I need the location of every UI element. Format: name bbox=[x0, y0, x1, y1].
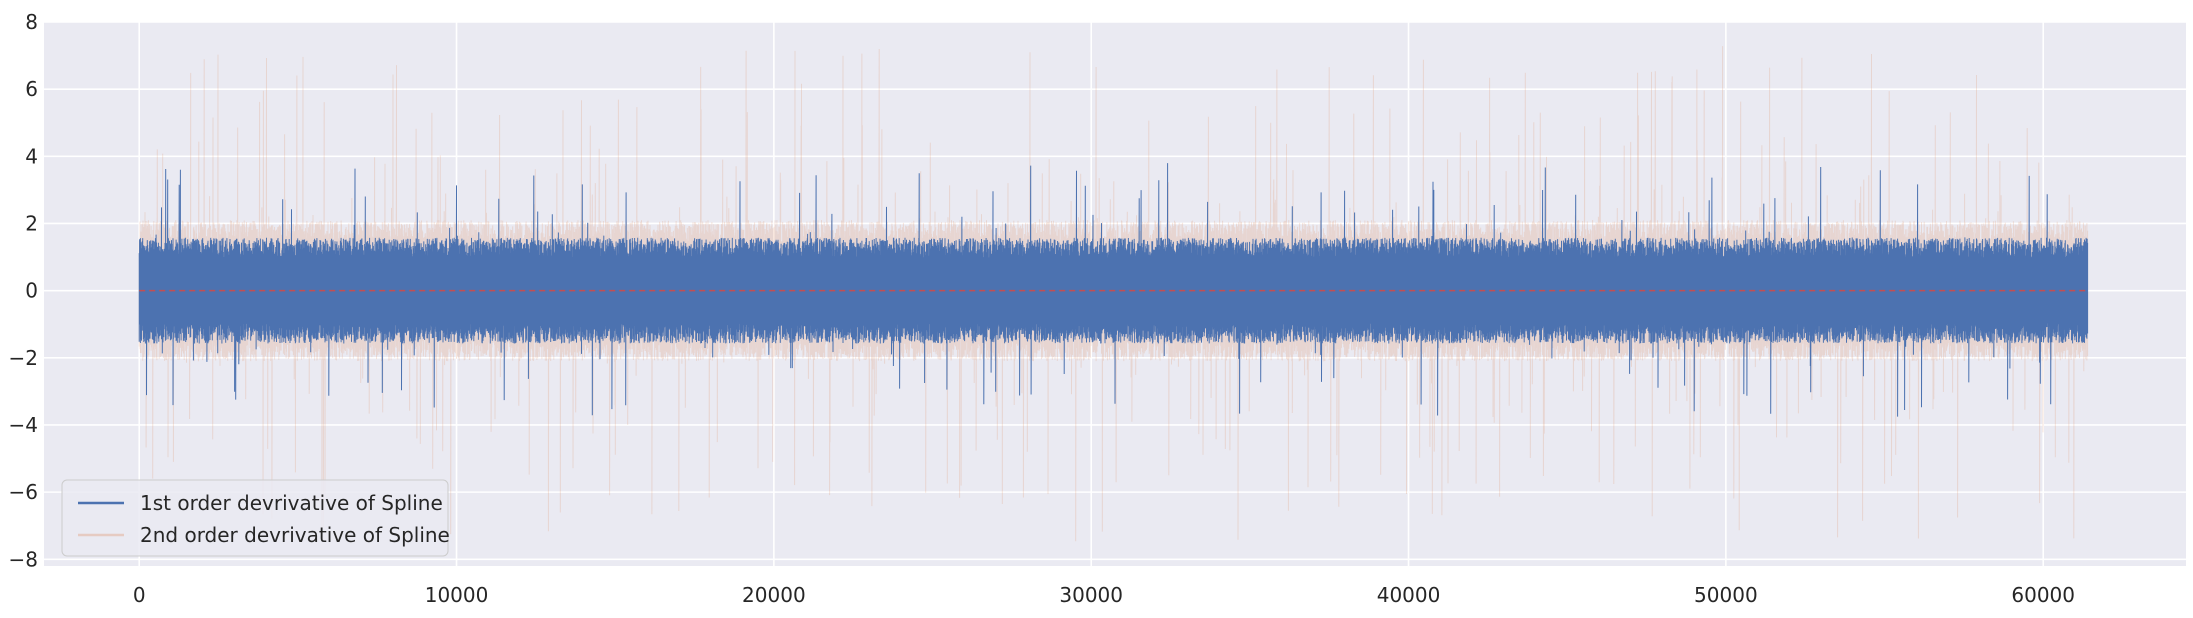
x-tick-label: 50000 bbox=[1694, 583, 1758, 607]
x-axis-ticks: 0 10000 20000 30000 40000 50000 60000 bbox=[133, 583, 2075, 607]
y-tick-label: 2 bbox=[25, 211, 38, 235]
legend-label-1st-derivative: 1st order devrivative of Spline bbox=[140, 491, 443, 515]
y-tick-label: 6 bbox=[25, 77, 38, 101]
x-tick-label: 20000 bbox=[742, 583, 806, 607]
y-tick-label: 8 bbox=[25, 10, 38, 34]
y-tick-label: −6 bbox=[9, 480, 38, 504]
y-tick-label: 0 bbox=[25, 279, 38, 303]
y-tick-label: −2 bbox=[9, 346, 38, 370]
legend: 1st order devrivative of Spline 2nd orde… bbox=[61, 479, 450, 557]
x-tick-label: 0 bbox=[133, 583, 146, 607]
x-tick-label: 40000 bbox=[1377, 583, 1441, 607]
series-1st-derivative-line bbox=[138, 163, 2089, 417]
x-tick-label: 10000 bbox=[425, 583, 489, 607]
legend-label-2nd-derivative: 2nd order devrivative of Spline bbox=[140, 523, 450, 547]
y-tick-label: 4 bbox=[25, 144, 38, 168]
legend-frame bbox=[61, 479, 449, 557]
y-tick-label: −8 bbox=[9, 547, 38, 571]
y-axis-ticks: −8 −6 −4 −2 0 2 4 6 8 bbox=[9, 10, 38, 571]
x-tick-label: 60000 bbox=[2011, 583, 2075, 607]
y-tick-label: −4 bbox=[9, 413, 38, 437]
x-tick-label: 30000 bbox=[1059, 583, 1123, 607]
series-layer bbox=[138, 46, 2089, 542]
